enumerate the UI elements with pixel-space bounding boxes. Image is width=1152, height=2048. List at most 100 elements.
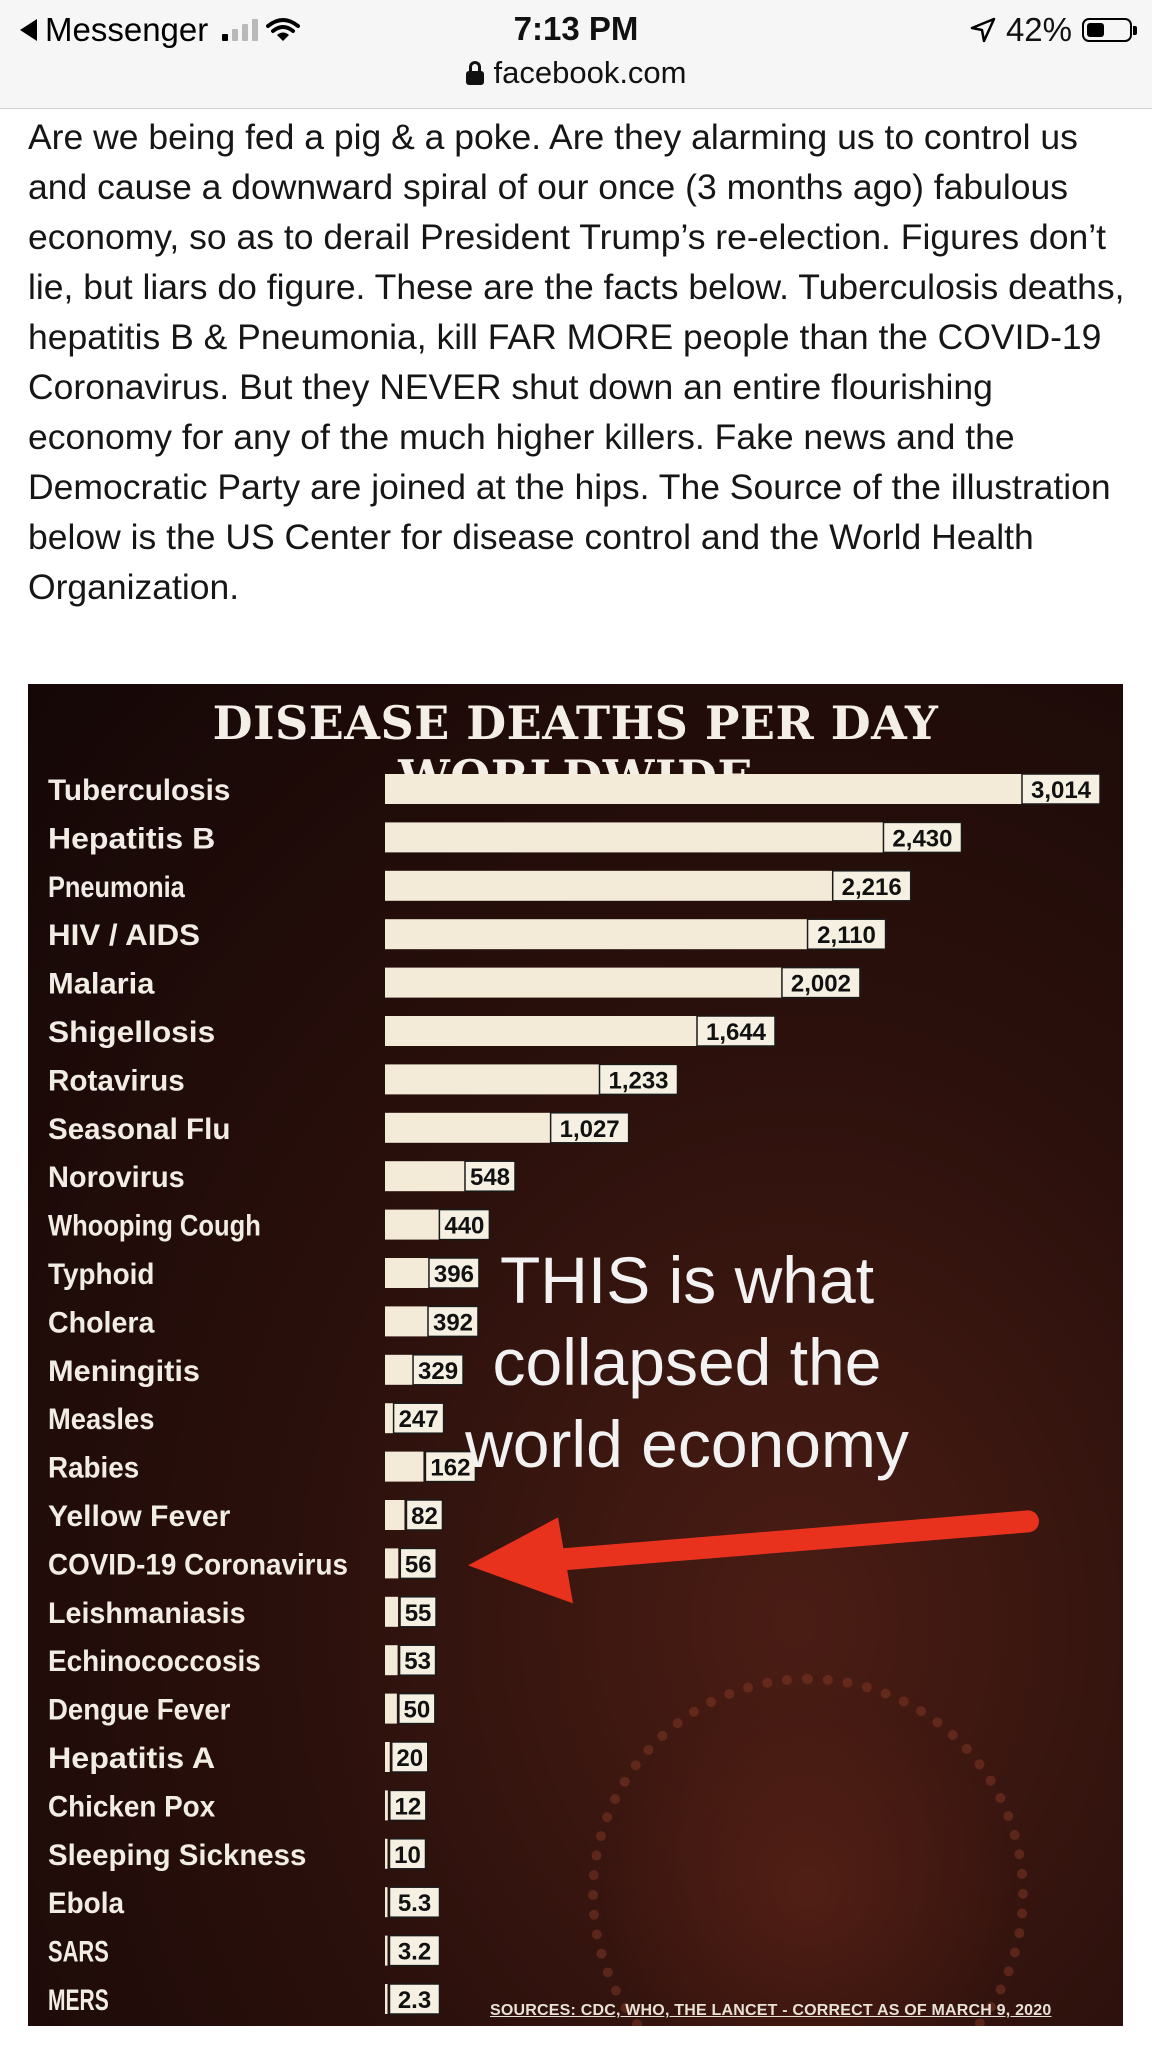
bar bbox=[385, 1838, 388, 1869]
category-label: Whooping Cough bbox=[48, 1210, 261, 1243]
bar bbox=[385, 1645, 398, 1676]
value-label-box bbox=[598, 1063, 679, 1096]
battery-icon bbox=[1082, 18, 1137, 42]
value-label: 3.2 bbox=[398, 1939, 431, 1966]
category-label: Rotavirus bbox=[48, 1064, 185, 1097]
value-label: 329 bbox=[418, 1358, 458, 1385]
value-label-box bbox=[806, 918, 887, 950]
category-label: Tuberculosis bbox=[48, 774, 230, 807]
status-bar: Messenger 7:13 PM 42% facebook.com bbox=[0, 0, 1152, 109]
address-bar[interactable]: facebook.com bbox=[0, 55, 1152, 91]
value-label: 1,644 bbox=[706, 1019, 767, 1046]
category-label: Sleeping Sickness bbox=[48, 1839, 306, 1872]
value-label: 396 bbox=[434, 1261, 474, 1288]
value-label-box bbox=[399, 1596, 437, 1628]
value-label-box bbox=[438, 1208, 491, 1241]
lock-icon bbox=[465, 61, 484, 85]
category-label: COVID-19 Coronavirus bbox=[48, 1548, 348, 1581]
category-label: Hepatitis B bbox=[48, 822, 215, 855]
value-label: 2,110 bbox=[817, 922, 876, 949]
bar bbox=[385, 1984, 388, 2014]
infographic-image[interactable]: DISEASE DEATHS PER DAY WORLDWIDE Tubercu… bbox=[28, 684, 1123, 2026]
category-label: Typhoid bbox=[48, 1258, 154, 1291]
category-label: Rabies bbox=[48, 1452, 139, 1485]
value-label-box bbox=[405, 1499, 444, 1531]
bar bbox=[385, 967, 860, 998]
value-label-box bbox=[388, 1886, 441, 1918]
signal-bars-icon bbox=[222, 19, 259, 41]
value-label-box bbox=[781, 966, 861, 999]
bar bbox=[385, 1935, 388, 1966]
status-right: 42% bbox=[970, 10, 1137, 50]
value-label: 2.3 bbox=[398, 1987, 431, 2014]
value-label: 2,216 bbox=[842, 874, 902, 901]
value-label: 162 bbox=[430, 1455, 470, 1482]
back-app-label: Messenger bbox=[45, 11, 209, 48]
value-label: 3,014 bbox=[1031, 777, 1092, 804]
value-label-box bbox=[388, 1934, 441, 1967]
bar bbox=[385, 1790, 388, 1821]
location-arrow-icon bbox=[970, 17, 996, 43]
value-label: 12 bbox=[394, 1793, 421, 1820]
category-label: Echinococcosis bbox=[48, 1645, 261, 1678]
category-label: MERS bbox=[48, 1984, 109, 2017]
value-label-box bbox=[398, 1692, 436, 1725]
category-label: SARS bbox=[48, 1936, 109, 1969]
value-label-box bbox=[428, 1257, 480, 1289]
value-label: 1,233 bbox=[608, 1067, 668, 1094]
category-label: Dengue Fever bbox=[48, 1694, 231, 1727]
value-label: 440 bbox=[444, 1213, 484, 1240]
category-label: Pneumonia bbox=[48, 871, 185, 904]
url-text: facebook.com bbox=[493, 55, 687, 90]
value-label-box bbox=[392, 1402, 445, 1434]
value-label-box bbox=[412, 1354, 464, 1386]
wifi-icon bbox=[266, 18, 301, 41]
bar bbox=[385, 870, 911, 901]
category-label: Norovirus bbox=[48, 1161, 185, 1194]
sources-note: SOURCES: CDC, WHO, THE LANCET - CORRECT … bbox=[490, 2002, 1052, 2019]
value-label: 247 bbox=[399, 1406, 439, 1433]
value-label-box bbox=[464, 1160, 516, 1192]
back-to-app[interactable]: Messenger bbox=[20, 10, 301, 50]
bar bbox=[385, 1500, 405, 1530]
value-label: 20 bbox=[396, 1745, 423, 1772]
category-label: HIV / AIDS bbox=[48, 919, 200, 952]
value-label-box bbox=[882, 821, 963, 854]
category-label: Chicken Pox bbox=[48, 1790, 215, 1823]
value-label-box bbox=[390, 1741, 429, 1773]
value-label: 55 bbox=[405, 1600, 432, 1627]
category-label: Shigellosis bbox=[48, 1016, 215, 1049]
value-label-box bbox=[388, 1983, 441, 2015]
value-label-box bbox=[427, 1305, 479, 1338]
category-label: Meningitis bbox=[48, 1355, 200, 1388]
value-label: 392 bbox=[433, 1309, 473, 1336]
bar bbox=[385, 1693, 397, 1724]
value-label: 2,002 bbox=[791, 971, 851, 998]
value-label-box bbox=[831, 870, 912, 902]
bar bbox=[385, 774, 1100, 804]
category-label: Leishmaniasis bbox=[48, 1597, 246, 1630]
battery-percent: 42% bbox=[1005, 11, 1072, 48]
bar bbox=[385, 1596, 399, 1627]
value-label-box bbox=[549, 1112, 630, 1144]
bar bbox=[385, 1451, 424, 1482]
value-label-box bbox=[388, 1838, 427, 1870]
bar-chart: Tuberculosis 3,014 Hepatitis B 2,430 Pneumon… bbox=[48, 773, 1101, 2017]
value-label-box bbox=[389, 1789, 427, 1822]
value-label: 5.3 bbox=[398, 1890, 431, 1917]
category-label: Measles bbox=[48, 1403, 154, 1436]
clock: 7:13 PM bbox=[513, 10, 639, 47]
value-label: 2,430 bbox=[892, 825, 952, 852]
coronavirus-illustration bbox=[588, 1674, 1028, 2026]
overlay-caption: THIS is what collapsed the world economy bbox=[465, 1243, 909, 1481]
value-label: 1,027 bbox=[560, 1116, 620, 1143]
value-label-box bbox=[398, 1644, 437, 1676]
category-label: Yellow Fever bbox=[48, 1500, 231, 1533]
category-label: Cholera bbox=[48, 1306, 155, 1339]
bar bbox=[385, 919, 886, 950]
bar bbox=[385, 1548, 399, 1579]
value-label-box bbox=[1021, 773, 1101, 805]
value-label: 82 bbox=[411, 1503, 438, 1530]
post-text: Are we being fed a pig & a poke. Are the… bbox=[28, 117, 1125, 607]
category-label: Malaria bbox=[48, 968, 155, 1001]
